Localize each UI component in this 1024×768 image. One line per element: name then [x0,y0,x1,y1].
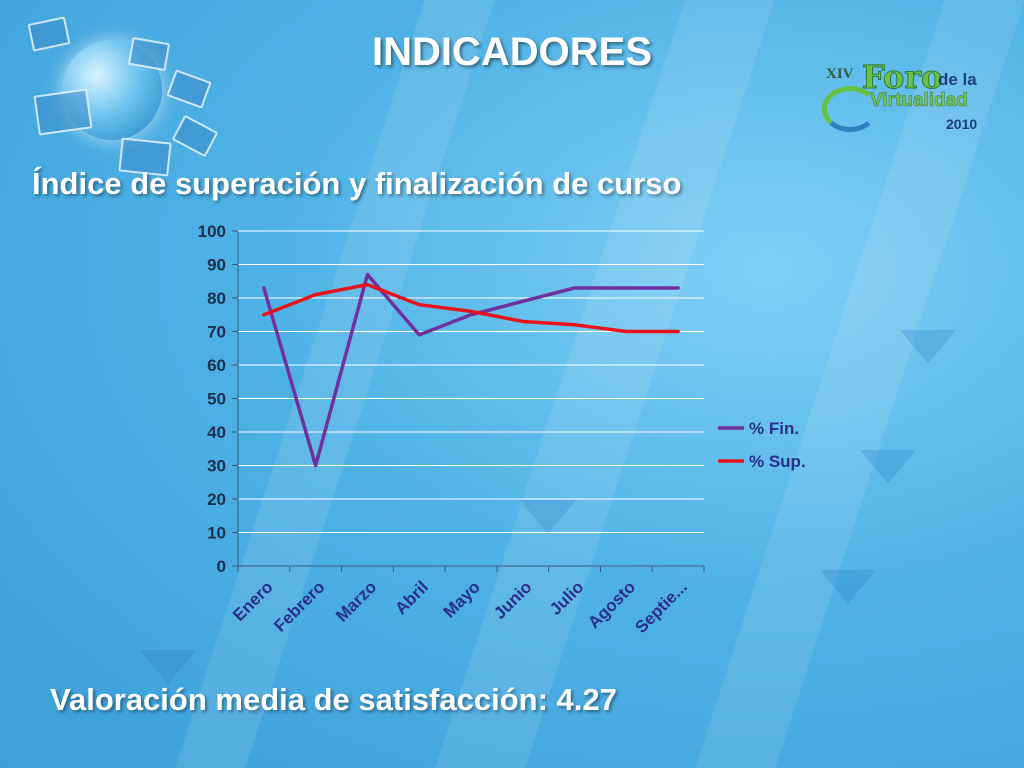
legend-label: % Fin. [749,419,799,438]
y-tick-label: 90 [207,256,226,275]
x-tick-label: Marzo [332,577,380,625]
logo-edition: XIV [826,66,854,82]
x-tick-label: Mayo [440,577,484,621]
chart-series [262,272,680,468]
data-point [573,286,577,290]
x-tick-label: Enero [229,577,277,625]
x-tick-label: Junio [490,577,535,622]
y-tick-label: 60 [207,356,226,375]
arrow-decoration [900,330,956,364]
data-point [624,330,628,333]
y-tick-label: 20 [207,490,226,509]
x-tick-label: Julio [546,577,587,618]
logo-virtualidad: Virtualidad [870,90,968,112]
chart-legend: % Fin. % Sup. [718,419,806,471]
x-tick-label: Febrero [270,577,328,635]
arrow-decoration [520,500,576,534]
arrow-decoration [820,570,876,604]
data-point [365,273,369,277]
y-tick-label: 0 [217,557,226,576]
data-point [624,286,628,290]
chart-heading: Índice de superación y finalización de c… [32,166,682,201]
data-point [262,313,266,317]
data-point [314,293,318,297]
y-tick-label: 40 [207,423,226,442]
legend-label: % Sup. [749,452,806,471]
y-tick-label: 80 [207,289,226,308]
logo-swirl-icon [822,86,878,132]
x-tick-label: Septie... [631,577,691,637]
foro-virtualidad-logo: XIV Foro de la Virtualidad 2010 [820,58,990,134]
data-point [262,286,266,290]
logo-de-la: de la [938,70,977,89]
series-line-fin [262,272,680,468]
satisfaction-rating: Valoración media de satisfacción: 4.27 [50,682,617,717]
logo-year: 2010 [946,116,978,132]
y-tick-label: 70 [207,323,226,342]
data-point [469,313,473,317]
chart-grid [238,230,704,533]
y-tick-label: 50 [207,390,226,409]
logo-foro: Foro [862,58,944,97]
series-line-sup [262,282,680,334]
data-point [469,309,473,313]
arrow-decoration [860,450,916,484]
data-point [314,464,318,467]
y-tick-label: 30 [207,457,226,476]
data-point [676,330,680,333]
y-tick-label: 100 [198,222,226,241]
data-point [417,333,421,337]
page-title: INDICADORES [371,30,653,74]
data-point [521,319,525,323]
y-tick-label: 10 [207,524,226,543]
data-point [365,283,369,287]
data-point [573,323,577,327]
data-point [521,299,525,303]
data-point [417,303,421,307]
arrow-decoration [140,650,196,684]
x-tick-label: Abril [391,577,432,618]
data-point [676,286,680,290]
